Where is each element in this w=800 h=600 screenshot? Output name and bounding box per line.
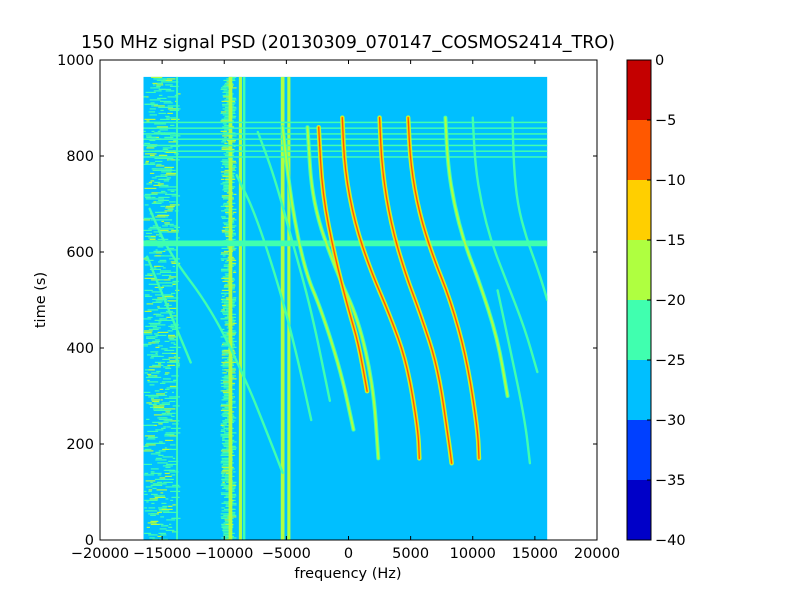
- y-tick-label: 800: [66, 149, 94, 165]
- colorbar-tick-label: −25: [655, 353, 686, 369]
- colorbar-tick-label: 0: [655, 53, 664, 69]
- horizontal-band: [143, 121, 548, 124]
- colorbar-tick-label: −35: [655, 473, 686, 489]
- x-axis: −20000 −15000 −10000 −5000 0 5000 10000 15000 20…: [71, 60, 620, 562]
- colorbar-segment: [627, 180, 651, 240]
- colorbar-tick-label: −10: [655, 173, 686, 189]
- heatmap-layer: [143, 76, 548, 541]
- y-axis-label: time (s): [33, 272, 49, 328]
- vertical-line: [238, 76, 242, 541]
- x-tick-label: −5000: [262, 546, 311, 562]
- horizontal-band: [143, 133, 548, 135]
- x-tick-label: 5000: [392, 546, 429, 562]
- colorbar-segment: [627, 480, 651, 540]
- doppler-trace: [256, 130, 332, 402]
- y-tick-label: 1000: [57, 53, 94, 69]
- x-tick-label: −10000: [195, 546, 253, 562]
- y-axis: 0 200 400 600 800 1000: [57, 53, 597, 549]
- doppler-trace: [280, 125, 356, 432]
- vertical-line: [176, 76, 178, 541]
- vertical-line: [280, 76, 285, 541]
- colorbar: −40 −35 −30 −25 −20 −15 −10 −5 0: [626, 53, 686, 549]
- colorbar-tick-label: −40: [655, 533, 686, 549]
- vertical-line: [242, 76, 246, 541]
- colorbar-tick-label: −20: [655, 293, 686, 309]
- y-tick-label: 400: [66, 341, 94, 357]
- colorbar-tick-label: −5: [655, 113, 676, 129]
- colorbar-segment: [627, 60, 651, 120]
- colorbar-segment: [627, 420, 651, 480]
- horizontal-band: [143, 240, 548, 247]
- x-tick-label: 0: [344, 546, 353, 562]
- x-tick-label: 20000: [574, 546, 620, 562]
- x-axis-label: frequency (Hz): [294, 566, 401, 582]
- doppler-trace: [496, 289, 532, 465]
- doppler-trace: [377, 115, 454, 466]
- x-tick-label: −15000: [133, 546, 191, 562]
- chart-title: 150 MHz signal PSD (20130309_070147_COSM…: [81, 33, 615, 53]
- x-tick-label: −20000: [71, 546, 129, 562]
- x-tick-label: 15000: [512, 546, 558, 562]
- horizontal-band: [143, 127, 548, 129]
- doppler-trace: [471, 116, 539, 374]
- colorbar-segment: [627, 360, 651, 420]
- doppler-trace: [316, 124, 370, 394]
- y-tick-label: 0: [85, 533, 94, 549]
- doppler-trace: [511, 116, 548, 302]
- doppler-trace: [148, 207, 284, 474]
- vertical-line: [287, 76, 291, 541]
- doppler-trace: [235, 174, 313, 422]
- colorbar-tick-label: −15: [655, 233, 686, 249]
- doppler-trace: [146, 255, 192, 364]
- vertical-line: [228, 76, 233, 541]
- doppler-trace: [405, 115, 482, 461]
- colorbar-segment: [627, 300, 651, 360]
- x-tick-label: 10000: [450, 546, 496, 562]
- y-tick-label: 200: [66, 437, 94, 453]
- y-tick-label: 600: [66, 245, 94, 261]
- noise-column: [143, 76, 181, 540]
- colorbar-segment: [627, 120, 651, 180]
- colorbar-segment: [627, 240, 651, 300]
- doppler-trace: [443, 115, 510, 398]
- doppler-trace: [340, 115, 422, 461]
- colorbar-tick-label: −30: [655, 413, 686, 429]
